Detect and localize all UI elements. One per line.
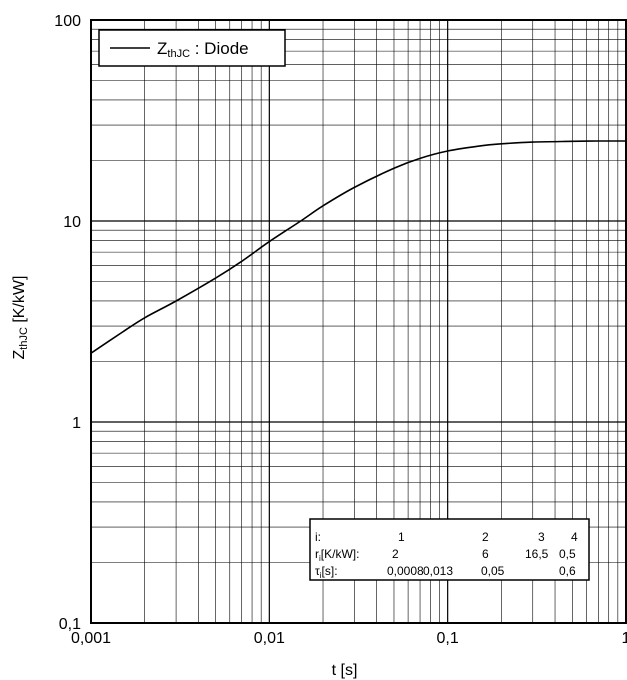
rc-table-cell: 0,6 [559, 564, 576, 578]
rc-table-cell: 2 [392, 547, 399, 561]
legend: ZthJC : Diode [98, 29, 286, 67]
rc-table-row-label: i: [315, 530, 321, 544]
rc-table-cell: 4 [571, 530, 578, 544]
rc-table-cell: 0,05 [481, 564, 505, 578]
tick-labels: 0,001 0,01 0,1 1 0,1 1 10 100 [54, 13, 627, 647]
rc-table-cell: 0,013 [423, 564, 453, 578]
rc-table-cells: i: 1 2 3 4 ri[K/kW]: 2 6 16,5 0,5 τi[s]: 0,0008 0,01… [315, 530, 578, 580]
rc-table-row-label: ri[K/kW]: [315, 547, 359, 563]
y-tick-label: 0,1 [59, 616, 81, 633]
zthjc-diode-curve [90, 140, 627, 354]
legend-label-sub: thJC [167, 48, 190, 60]
rc-parameter-table: i: 1 2 3 4 ri[K/kW]: 2 6 16,5 0,5 τi[s]: 0,0008 0,01… [309, 518, 590, 581]
x-tick-label: 0,001 [71, 630, 111, 647]
y-axis-label-main: Z [11, 349, 28, 359]
plot-frame [90, 19, 627, 624]
x-tick-label: 0,1 [437, 630, 459, 647]
rc-table-cell: 1 [398, 530, 405, 544]
rc-table-cell: 2 [482, 530, 489, 544]
y-tick-label: 10 [63, 214, 81, 231]
legend-label-main: Z [157, 39, 167, 58]
x-tick-label: 1 [622, 630, 627, 647]
rc-table-cell: 6 [482, 547, 489, 561]
legend-label: ZthJC : Diode [157, 39, 249, 60]
x-axis-label: t [s] [332, 662, 358, 679]
rc-table-cell: 16,5 [525, 547, 549, 561]
y-axis-label-rest: [K/kW] [11, 276, 28, 328]
legend-label-rest: : Diode [190, 39, 249, 58]
y-axis-label-sub: thJC [18, 327, 30, 350]
y-tick-label: 100 [54, 13, 81, 30]
rc-table-cell: 0,0008 [387, 564, 424, 578]
y-tick-label: 1 [72, 415, 81, 432]
rc-table-row-label: τi[s]: [315, 564, 338, 580]
x-tick-label: 0,01 [254, 630, 285, 647]
y-axis-label: ZthJC [K/kW] [11, 276, 30, 360]
rc-table-cell: 0,5 [559, 547, 576, 561]
rc-table-cell: 3 [538, 530, 545, 544]
rc-table-box [309, 518, 590, 581]
